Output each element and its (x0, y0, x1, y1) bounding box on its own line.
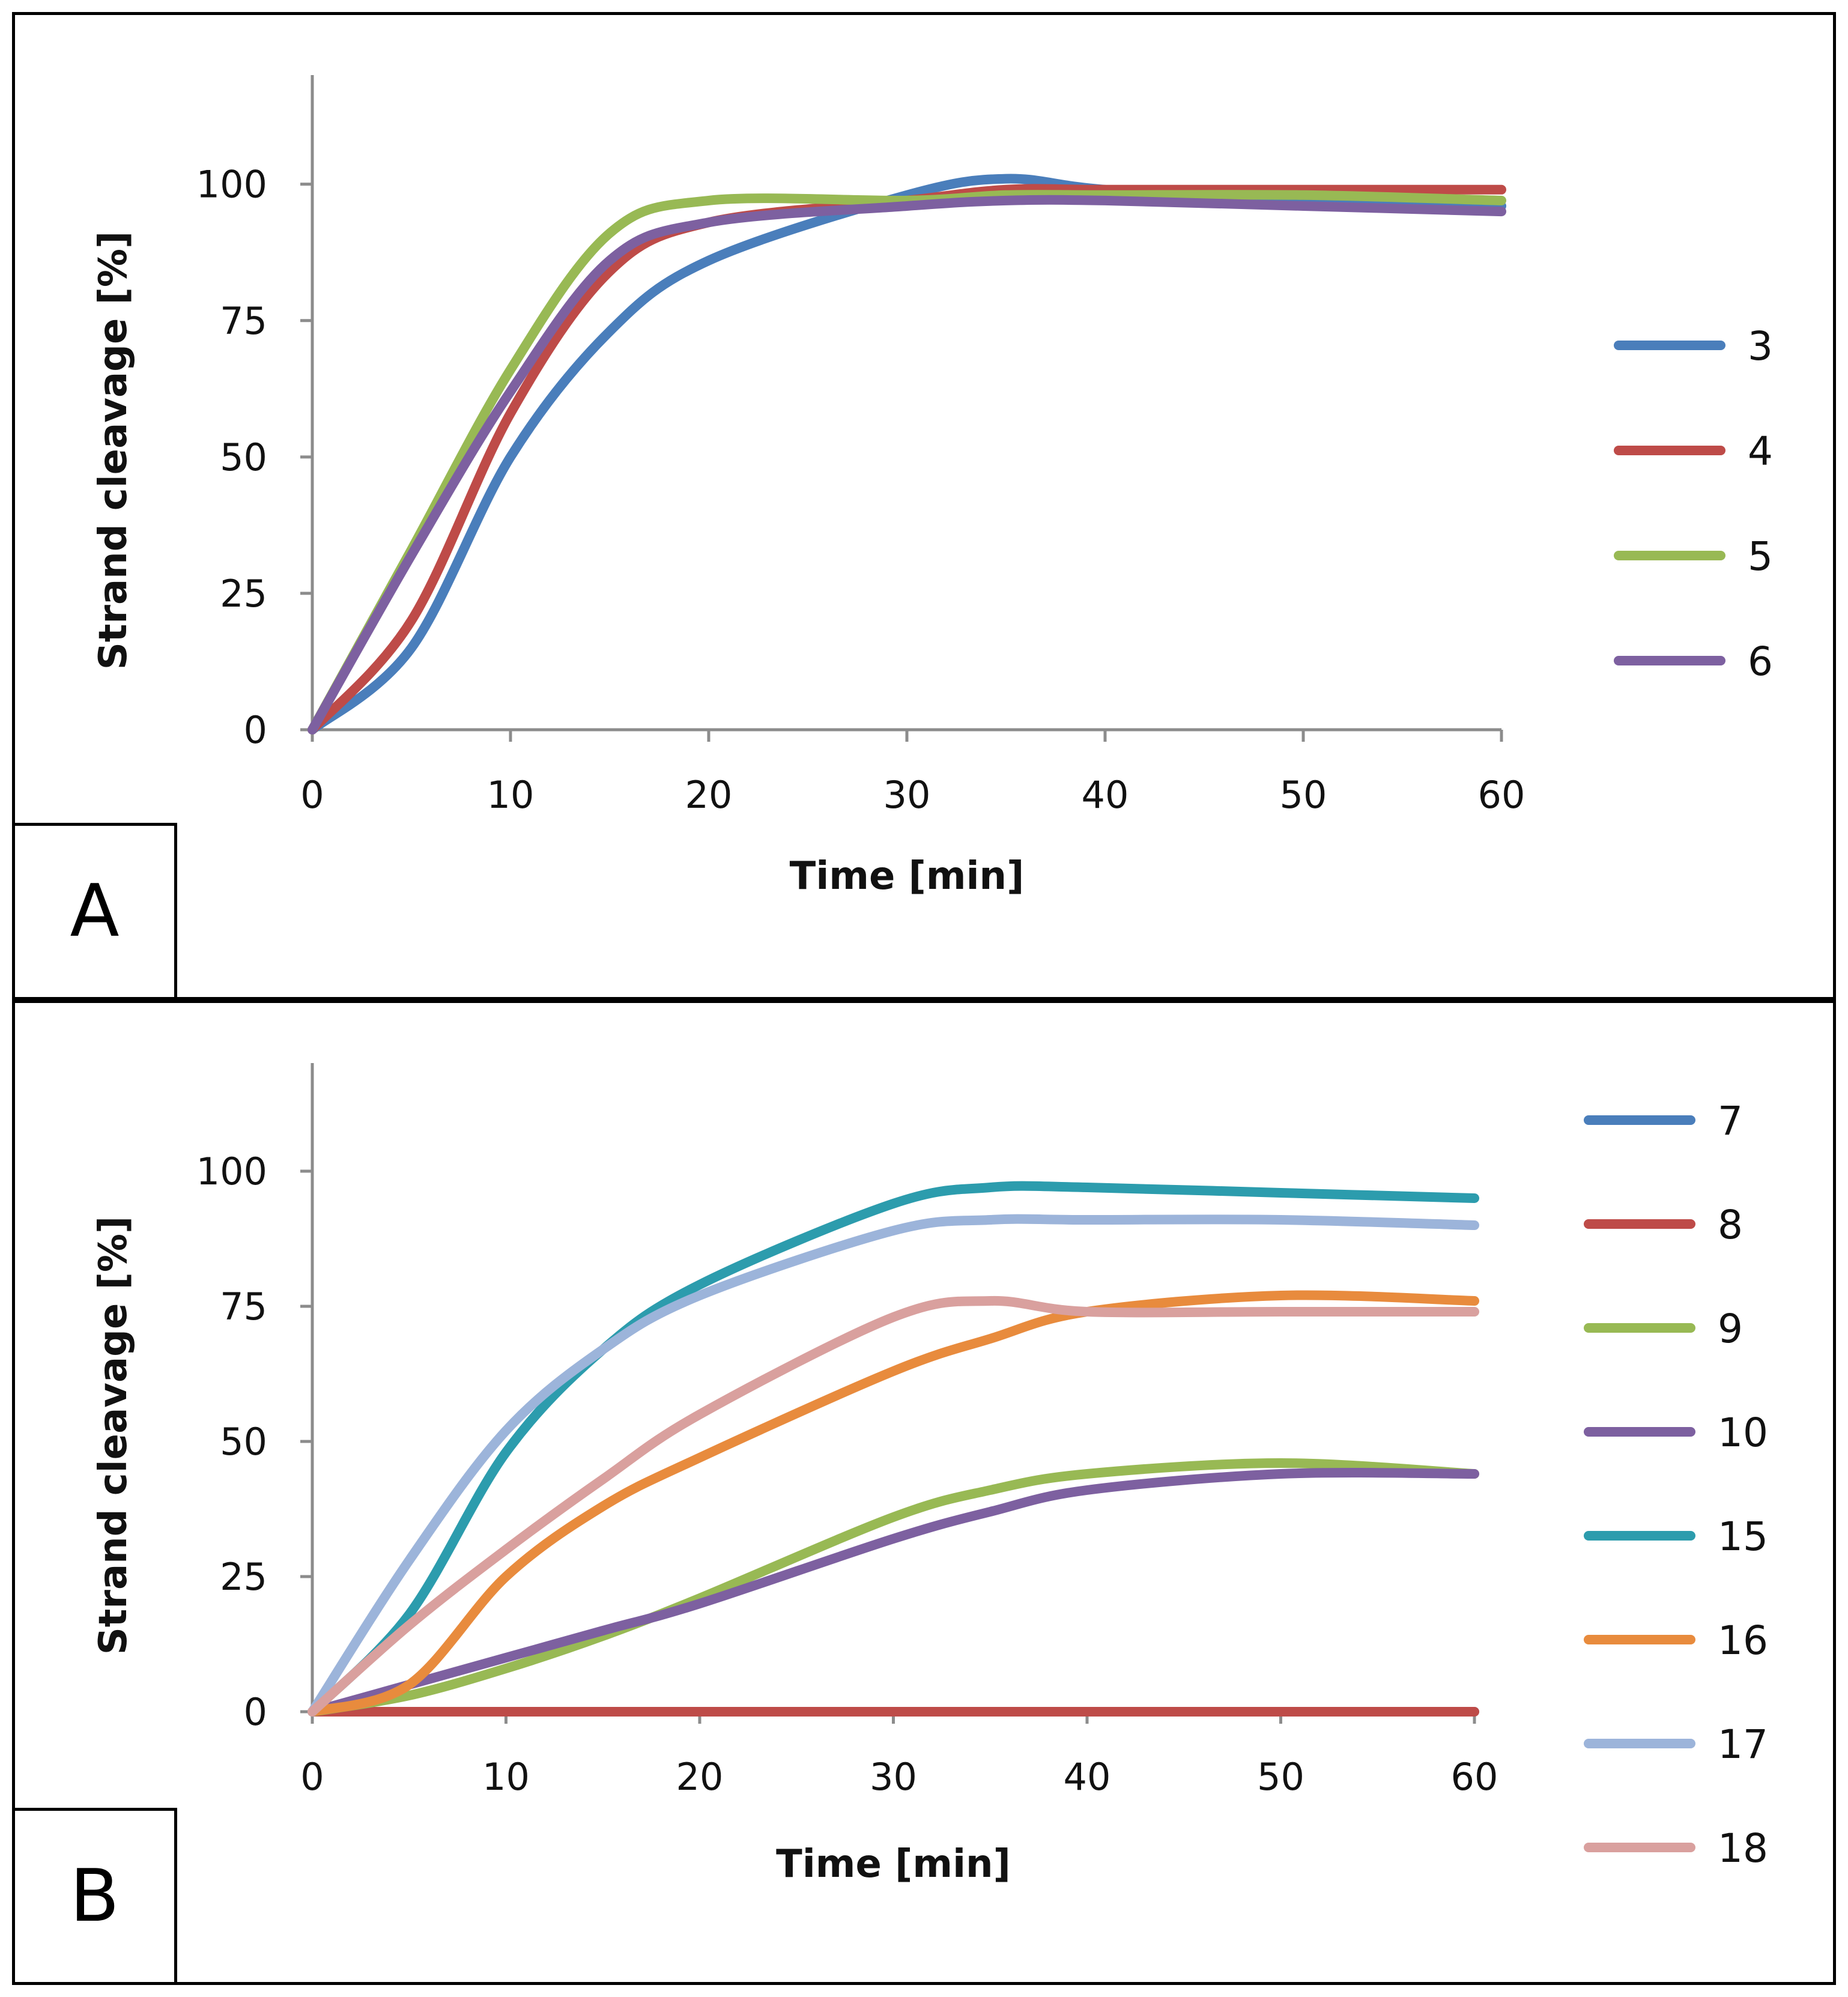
legend-label-18: 18 (1718, 1825, 1768, 1871)
x-axis-title: Time [min] (776, 1842, 1011, 1886)
y-tick-label: 50 (220, 1420, 267, 1464)
chart-b: 0 25 50 75 100 0 10 20 30 40 50 60 Time [min] Strand … (91, 1063, 1768, 1886)
x-tick-label: 30 (870, 1755, 917, 1799)
y-tick-label: 100 (196, 1150, 267, 1193)
legend-label-4: 4 (1748, 428, 1773, 474)
legend-label-5: 5 (1748, 533, 1773, 580)
legend-label-6: 6 (1748, 638, 1773, 685)
panel-label-a-box: A (12, 823, 177, 1000)
series-line-18 (307, 1295, 1479, 1717)
x-tick-label: 40 (1064, 1755, 1111, 1799)
panel-b: 0 25 50 75 100 0 10 20 30 40 50 60 Time [min] Strand … (12, 1000, 1836, 1985)
x-tick-label: 0 (300, 1755, 324, 1799)
legend-label-15: 15 (1718, 1514, 1768, 1560)
x-tick-label: 50 (1280, 773, 1327, 817)
legend-label-3: 3 (1748, 323, 1773, 369)
x-tick-label: 60 (1451, 1755, 1498, 1799)
x-tick-label: 60 (1478, 773, 1525, 817)
x-tick-label: 50 (1257, 1755, 1304, 1799)
series-line-10 (307, 1468, 1479, 1717)
series-line-5 (307, 190, 1506, 735)
legend-label-10: 10 (1718, 1410, 1768, 1456)
series-line-16 (307, 1290, 1479, 1717)
x-tick-label: 0 (300, 773, 324, 817)
legend-label-9: 9 (1718, 1306, 1743, 1352)
series-line-9 (307, 1458, 1479, 1717)
series-line-15 (307, 1181, 1479, 1717)
y-tick-label: 50 (220, 435, 267, 479)
series-line-4 (307, 184, 1506, 735)
panel-label-b-box: B (12, 1808, 177, 1985)
y-tick-label: 25 (220, 572, 267, 616)
legend-label-16: 16 (1718, 1617, 1768, 1664)
y-axis-title: Strand cleavage [%] (91, 1216, 136, 1655)
x-tick-label: 20 (676, 1755, 724, 1799)
y-axis-title: Strand cleavage [%] (91, 231, 136, 670)
y-tick-label: 100 (196, 163, 267, 207)
panel-label-b: B (70, 1855, 120, 1938)
x-tick-label: 10 (482, 1755, 530, 1799)
y-tick-label: 75 (220, 1285, 267, 1329)
x-tick-label: 10 (487, 773, 535, 817)
series-line-6 (307, 195, 1506, 735)
y-tick-label: 75 (220, 299, 267, 343)
y-tick-label: 25 (220, 1555, 267, 1599)
x-tick-label: 30 (883, 773, 931, 817)
legend-label-8: 8 (1718, 1202, 1743, 1248)
chart-a: 0 25 50 75 100 0 10 20 30 40 50 60 Time [min] Strand … (91, 75, 1773, 898)
x-axis-title: Time [min] (790, 854, 1025, 898)
series-line-17 (307, 1214, 1479, 1717)
x-tick-label: 40 (1082, 773, 1129, 817)
y-tick-label: 0 (244, 1690, 267, 1734)
legend-label-7: 7 (1718, 1098, 1743, 1144)
panel-a: 0 25 50 75 100 0 10 20 30 40 50 60 Time [min] Strand … (12, 12, 1836, 1000)
legend-label-17: 17 (1718, 1721, 1768, 1768)
y-tick-label: 0 (244, 708, 267, 752)
x-tick-label: 20 (685, 773, 733, 817)
panel-label-a: A (70, 870, 120, 953)
